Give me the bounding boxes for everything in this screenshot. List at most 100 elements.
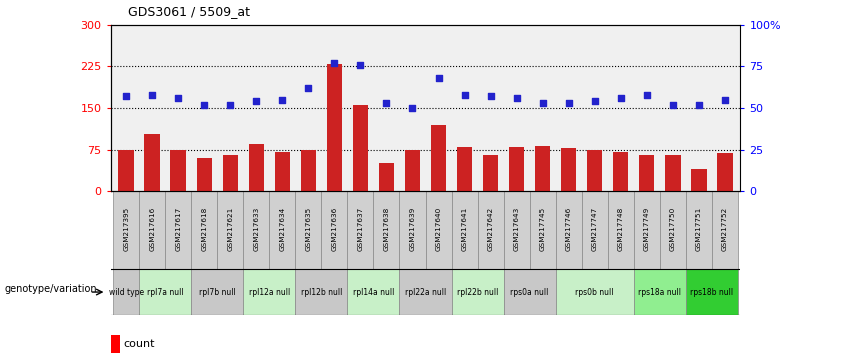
Text: rps0a null: rps0a null [511, 287, 549, 297]
Point [588, 98, 602, 104]
Point [458, 92, 471, 97]
Bar [295, 269, 347, 315]
Point [665, 102, 679, 108]
Point [614, 95, 627, 101]
Text: GSM217617: GSM217617 [175, 206, 181, 251]
Point [640, 92, 654, 97]
Text: genotype/variation: genotype/variation [4, 284, 97, 293]
Bar [191, 191, 217, 269]
Bar [165, 191, 191, 269]
Point [276, 97, 289, 102]
Bar [534, 146, 551, 191]
Bar [270, 191, 295, 269]
Text: GSM217633: GSM217633 [254, 206, 260, 251]
Text: rps0b null: rps0b null [575, 287, 614, 297]
Bar [431, 125, 446, 191]
Bar [587, 149, 603, 191]
Text: GSM217640: GSM217640 [436, 206, 442, 251]
Text: GSM217746: GSM217746 [566, 206, 572, 251]
Bar [399, 191, 426, 269]
Bar [634, 191, 660, 269]
Point [328, 60, 341, 66]
Bar [426, 191, 452, 269]
Point [354, 62, 368, 68]
Point [249, 98, 263, 104]
Text: rpl7a null: rpl7a null [147, 287, 184, 297]
Bar [561, 148, 576, 191]
Text: GSM217395: GSM217395 [123, 206, 129, 251]
Text: count: count [123, 339, 155, 349]
Text: GSM217616: GSM217616 [149, 206, 155, 251]
Bar [140, 269, 191, 315]
Bar [686, 269, 738, 315]
Text: GDS3061 / 5509_at: GDS3061 / 5509_at [128, 5, 249, 18]
Point [562, 100, 575, 106]
Bar [243, 269, 295, 315]
Text: rpl14a null: rpl14a null [353, 287, 394, 297]
Bar [457, 147, 472, 191]
Text: GSM217747: GSM217747 [591, 206, 597, 251]
Bar [197, 158, 212, 191]
Bar [660, 191, 686, 269]
Text: GSM217748: GSM217748 [618, 206, 624, 251]
Bar [634, 269, 686, 315]
Bar [140, 191, 165, 269]
Bar [352, 105, 368, 191]
Point [692, 102, 705, 108]
Bar [222, 155, 238, 191]
Bar [374, 191, 399, 269]
Point [483, 93, 497, 99]
Bar [275, 152, 290, 191]
Point [224, 102, 237, 108]
Text: GSM217637: GSM217637 [357, 206, 363, 251]
Bar [118, 149, 134, 191]
Text: GSM217634: GSM217634 [279, 206, 285, 251]
Text: rpl7b null: rpl7b null [199, 287, 236, 297]
Text: GSM217745: GSM217745 [540, 206, 545, 251]
Point [380, 100, 393, 106]
Bar [639, 155, 654, 191]
Point [431, 75, 445, 81]
Bar [145, 134, 160, 191]
Text: GSM217635: GSM217635 [306, 206, 311, 251]
Bar [665, 155, 681, 191]
Text: GSM217752: GSM217752 [722, 206, 728, 251]
Text: GSM217641: GSM217641 [461, 206, 467, 251]
Bar [113, 191, 140, 269]
Bar [504, 269, 556, 315]
Text: wild type: wild type [109, 287, 144, 297]
Bar [405, 149, 420, 191]
Text: GSM217621: GSM217621 [227, 206, 233, 251]
Bar [322, 191, 347, 269]
Bar [452, 191, 477, 269]
Bar [379, 164, 394, 191]
Point [718, 97, 732, 102]
Point [536, 100, 550, 106]
Bar [327, 64, 342, 191]
Bar [556, 191, 581, 269]
Text: rpl12a null: rpl12a null [248, 287, 290, 297]
Bar [613, 152, 629, 191]
Bar [504, 191, 529, 269]
Bar [217, 191, 243, 269]
Bar [477, 191, 504, 269]
Point [146, 92, 159, 97]
Bar [509, 147, 524, 191]
Text: rpl12b null: rpl12b null [300, 287, 342, 297]
Bar [399, 269, 452, 315]
Bar [170, 149, 186, 191]
Text: GSM217618: GSM217618 [202, 206, 208, 251]
Bar [608, 191, 634, 269]
Bar [248, 144, 264, 191]
Text: GSM217643: GSM217643 [513, 206, 520, 251]
Bar [111, 335, 120, 353]
Text: rps18a null: rps18a null [638, 287, 681, 297]
Point [510, 95, 523, 101]
Bar [243, 191, 270, 269]
Bar [691, 169, 706, 191]
Point [406, 105, 420, 111]
Point [197, 102, 211, 108]
Bar [529, 191, 556, 269]
Point [119, 93, 133, 99]
Bar [581, 191, 608, 269]
